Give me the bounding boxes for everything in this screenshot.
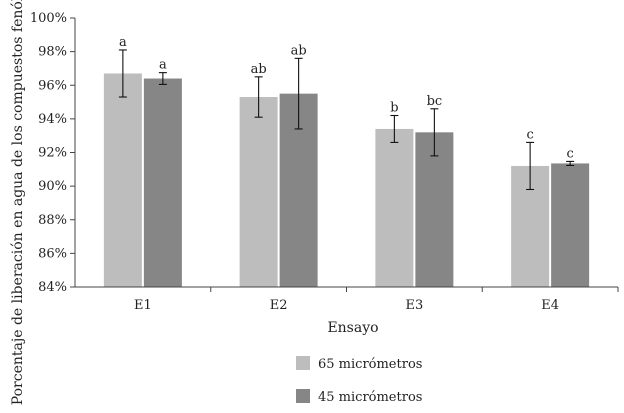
y-tick-label: 86% xyxy=(38,246,67,261)
bar-e2-series-1 xyxy=(239,97,278,287)
x-tick-label: E2 xyxy=(270,298,288,313)
y-tick-label: 94% xyxy=(38,112,67,127)
significance-label: c xyxy=(566,146,573,161)
x-axis-title: Ensayo xyxy=(327,320,378,336)
bar-e3-series-2 xyxy=(415,132,454,287)
y-tick-label: 92% xyxy=(38,146,67,161)
bar-e1-series-2 xyxy=(143,78,182,288)
bar-e1-series-1 xyxy=(103,73,142,287)
x-axis-ticks: E1 E2 E3 E4 xyxy=(134,287,619,313)
legend-label-1: 65 micrómetros xyxy=(318,357,422,372)
y-tick-label: 96% xyxy=(38,78,67,93)
y-tick-label: 90% xyxy=(38,179,67,194)
significance-label: a xyxy=(159,58,167,73)
legend: 65 micrómetros 45 micrómetros xyxy=(296,356,422,405)
legend-label-2: 45 micrómetros xyxy=(318,390,422,405)
significance-label: bc xyxy=(427,94,443,109)
x-tick-label: E1 xyxy=(134,298,152,313)
bars: a a ab ab b bc c c xyxy=(103,35,590,288)
significance-label: ab xyxy=(251,62,267,77)
legend-swatch-2 xyxy=(296,389,310,403)
y-tick-label: 84% xyxy=(38,280,67,295)
x-tick-label: E3 xyxy=(405,298,423,313)
y-tick-label: 88% xyxy=(38,213,67,228)
significance-label: ab xyxy=(291,43,307,58)
y-axis-ticks: 84% 86% 88% 90% 92% 94% 96% 98% 100% xyxy=(30,11,75,295)
y-tick-label: 100% xyxy=(30,11,67,26)
y-tick-label: 98% xyxy=(38,45,67,60)
bar-e3-series-1 xyxy=(375,128,414,287)
bar-e4-series-2 xyxy=(551,163,590,287)
x-tick-label: E4 xyxy=(541,298,559,313)
legend-swatch-1 xyxy=(296,356,310,370)
y-axis-title: Porcentaje de liberación en agua de los … xyxy=(10,0,26,405)
significance-label: b xyxy=(390,101,398,116)
significance-label: a xyxy=(119,35,127,50)
significance-label: c xyxy=(526,127,533,142)
